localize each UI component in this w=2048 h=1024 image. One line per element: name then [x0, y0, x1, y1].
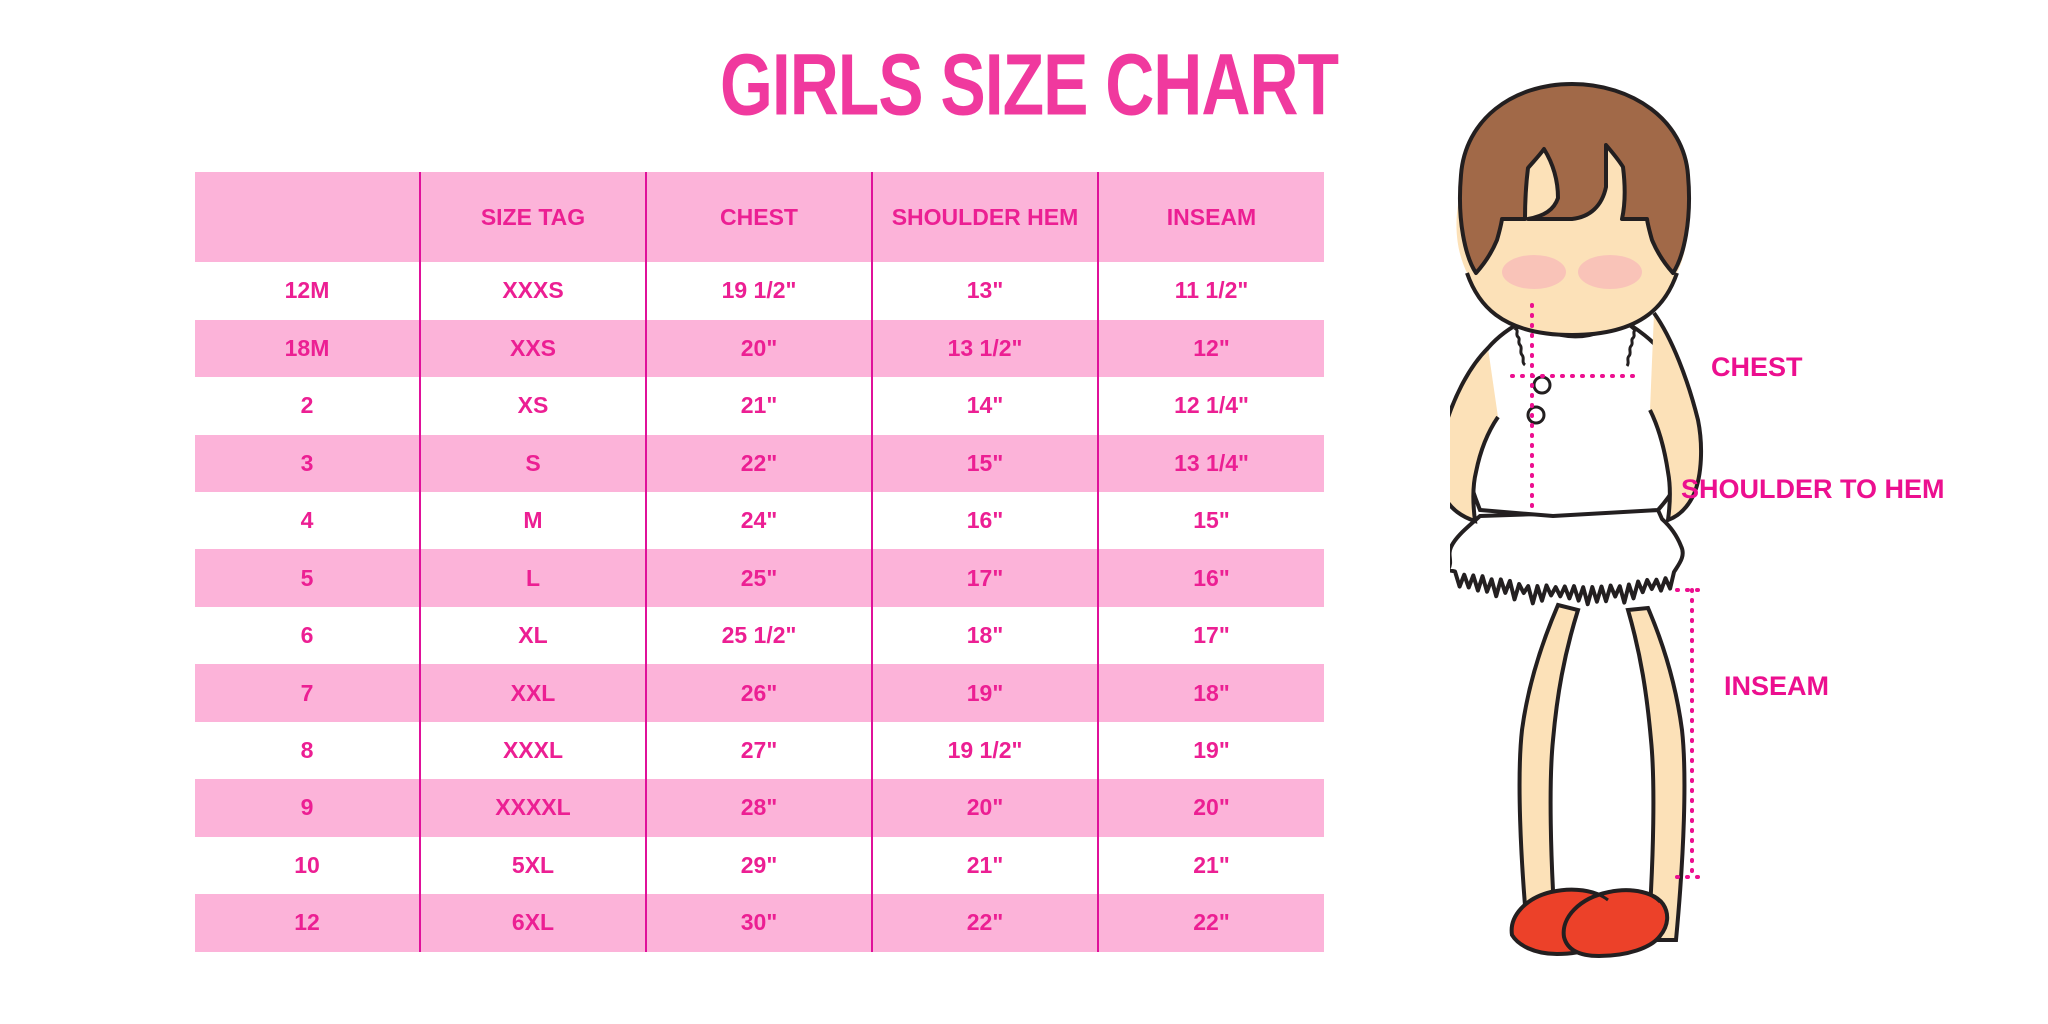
svg-text:SHOULDER TO HEM: SHOULDER TO HEM [1681, 474, 1945, 504]
svg-text:CHEST: CHEST [1711, 352, 1803, 382]
svg-text:INSEAM: INSEAM [1724, 671, 1829, 701]
